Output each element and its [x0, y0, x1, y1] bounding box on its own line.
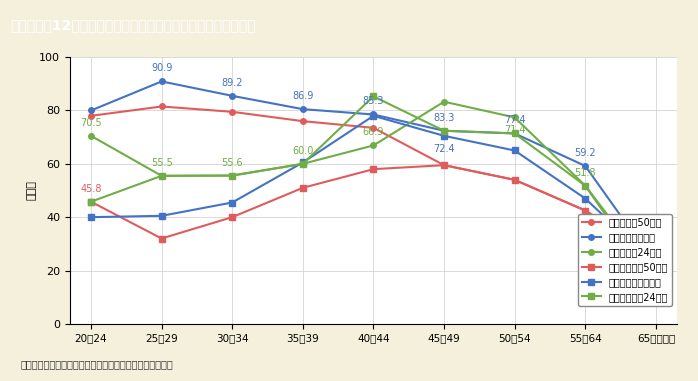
Text: （備考）　総務省「労働力調査（基本集計）」より作成。: （備考） 総務省「労働力調査（基本集計）」より作成。 — [21, 360, 174, 370]
未婚（昭和50年） — [158, 104, 166, 109]
有配偶（昭和50年） — [87, 199, 95, 204]
未婚（平成２年） — [652, 263, 660, 267]
有配偶（平成24年） — [299, 162, 307, 166]
有配偶（平成２年） — [369, 114, 378, 118]
有配偶（昭和50年） — [581, 208, 589, 213]
未婚（平成２年） — [440, 128, 448, 133]
有配偶（平成24年） — [228, 173, 237, 178]
Y-axis label: （％）: （％） — [27, 181, 36, 200]
Text: 89.2: 89.2 — [221, 78, 243, 88]
Line: 有配偶（平成２年）: 有配偶（平成２年） — [88, 113, 659, 268]
有配偶（平成２年） — [87, 215, 95, 219]
有配偶（平成２年） — [510, 148, 519, 153]
Text: 85.3: 85.3 — [363, 96, 384, 107]
Text: 60.0: 60.0 — [292, 146, 313, 156]
有配偶（昭和50年） — [228, 215, 237, 219]
Text: 83.3: 83.3 — [433, 113, 454, 123]
有配偶（昭和50年） — [652, 254, 660, 258]
未婚（平成２年） — [228, 94, 237, 98]
有配偶（平成24年） — [581, 183, 589, 188]
未婚（平成24年） — [369, 143, 378, 148]
Text: 55.5: 55.5 — [151, 158, 172, 168]
有配偶（平成２年） — [652, 263, 660, 267]
有配偶（平成２年） — [440, 134, 448, 138]
未婚（平成24年） — [299, 162, 307, 166]
未婚（平成24年） — [87, 134, 95, 138]
有配偶（平成２年） — [299, 160, 307, 165]
未婚（平成２年） — [158, 79, 166, 84]
有配偶（昭和50年） — [158, 236, 166, 241]
Text: 59.2: 59.2 — [574, 148, 596, 158]
有配偶（平成24年） — [510, 131, 519, 136]
未婚（平成２年） — [87, 108, 95, 113]
未婚（昭和50年） — [581, 208, 589, 213]
有配偶（昭和50年） — [440, 163, 448, 168]
有配偶（昭和50年） — [299, 186, 307, 190]
未婚（昭和50年） — [228, 110, 237, 114]
Line: 有配偶（昭和50年）: 有配偶（昭和50年） — [88, 162, 659, 259]
未婚（平成２年） — [510, 131, 519, 136]
有配偶（平成24年） — [652, 285, 660, 289]
未婚（平成２年） — [369, 112, 378, 117]
未婚（平成24年） — [228, 173, 237, 178]
Text: 86.9: 86.9 — [292, 91, 313, 101]
Text: 90.9: 90.9 — [151, 63, 172, 74]
未婚（昭和50年） — [299, 119, 307, 123]
Text: 17.1: 17.1 — [645, 260, 667, 270]
Line: 有配偶（平成24年）: 有配偶（平成24年） — [88, 94, 659, 290]
未婚（昭和50年） — [510, 178, 519, 182]
有配偶（平成２年） — [158, 213, 166, 218]
有配偶（平成24年） — [158, 174, 166, 178]
Text: 13.8: 13.8 — [645, 295, 667, 305]
Line: 未婚（平成24年）: 未婚（平成24年） — [88, 99, 659, 281]
Legend: 未婚（昭和50年）, 未婚（平成２年）, 未婚（平成24年）, 有配偶（昭和50年）, 有配偶（平成２年）, 有配偶（平成24年）: 未婚（昭和50年）, 未婚（平成２年）, 未婚（平成24年）, 有配偶（昭和50… — [578, 214, 672, 306]
未婚（平成２年） — [299, 107, 307, 112]
Text: 55.6: 55.6 — [221, 158, 243, 168]
Text: 71.4: 71.4 — [504, 125, 526, 135]
未婚（平成２年） — [581, 164, 589, 168]
有配偶（昭和50年） — [369, 167, 378, 171]
未婚（昭和50年） — [440, 163, 448, 168]
Line: 未婚（昭和50年）: 未婚（昭和50年） — [88, 104, 659, 259]
Text: 51.8: 51.8 — [574, 168, 596, 178]
有配偶（平成24年） — [440, 128, 448, 133]
未婚（平成24年） — [440, 99, 448, 104]
未婚（平成24年） — [652, 276, 660, 280]
Text: 72.4: 72.4 — [433, 144, 455, 154]
Text: 45.8: 45.8 — [80, 184, 102, 194]
未婚（平成24年） — [581, 183, 589, 188]
未婚（昭和50年） — [87, 114, 95, 118]
Text: 66.9: 66.9 — [363, 127, 384, 138]
未婚（平成24年） — [158, 174, 166, 178]
未婚（昭和50年） — [369, 126, 378, 130]
有配偶（平成24年） — [369, 94, 378, 99]
Text: 第１－２－12図　配偶関係・年齢階級別女性の労働力率の推移: 第１－２－12図 配偶関係・年齢階級別女性の労働力率の推移 — [10, 18, 256, 32]
未婚（昭和50年） — [652, 254, 660, 258]
Text: 77.4: 77.4 — [504, 115, 526, 125]
未婚（平成24年） — [510, 115, 519, 120]
Line: 未婚（平成２年）: 未婚（平成２年） — [88, 78, 659, 268]
有配偶（平成２年） — [581, 196, 589, 201]
Text: 70.5: 70.5 — [80, 118, 102, 128]
有配偶（平成24年） — [87, 199, 95, 204]
有配偶（平成２年） — [228, 200, 237, 205]
有配偶（昭和50年） — [510, 178, 519, 182]
